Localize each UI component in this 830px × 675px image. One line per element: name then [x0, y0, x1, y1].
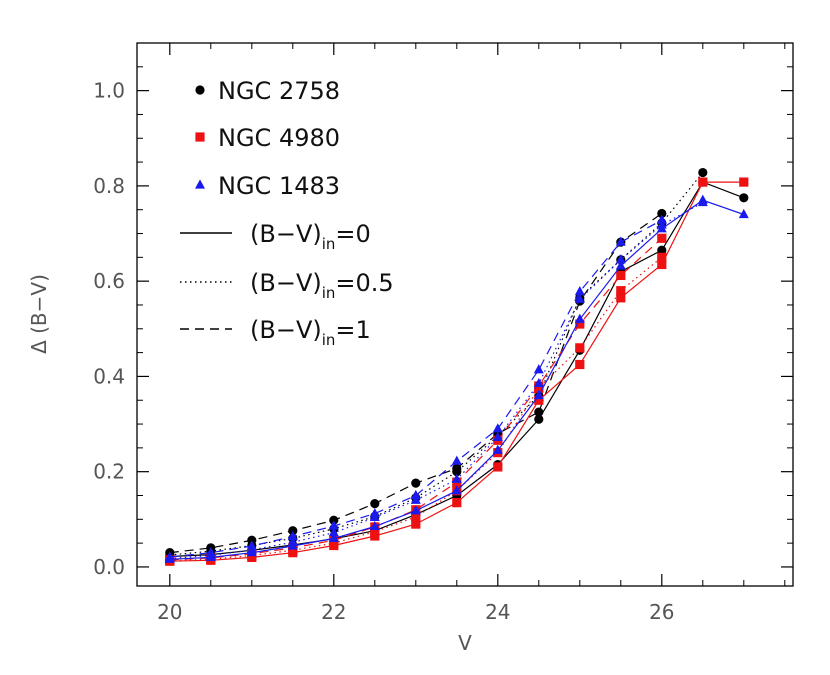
data-point [287, 536, 298, 546]
legend-label: NGC 2758 [218, 77, 340, 105]
x-tick-label: 24 [485, 600, 510, 624]
legend-label: NGC 1483 [218, 172, 340, 200]
data-point [164, 551, 175, 561]
data-point [698, 177, 708, 187]
data-point [657, 233, 667, 243]
axis-ticks: 20 22 24 26 0.0 0.2 0.4 0.6 0.8 1.0 [93, 42, 793, 624]
data-point [493, 462, 503, 472]
data-point [328, 527, 339, 537]
data-point [246, 540, 257, 550]
data-point [370, 498, 380, 509]
y-tick-label: 1.0 [93, 79, 125, 103]
data-point [328, 520, 339, 530]
legend-marker [195, 85, 205, 95]
data-point [615, 236, 626, 246]
legend-label: (B−V)in=0.5 [250, 269, 394, 302]
data-point [534, 395, 544, 405]
data-point [452, 498, 462, 508]
data-point [451, 485, 462, 495]
data-point [615, 260, 626, 270]
data-point [534, 407, 544, 417]
data-point [574, 286, 585, 296]
data-point [411, 512, 421, 522]
y-tick-label: 0.6 [93, 269, 125, 293]
data-point [574, 293, 585, 303]
data-point [329, 515, 339, 525]
data-point [533, 364, 544, 374]
data-point [328, 532, 339, 542]
data-point [492, 444, 503, 454]
data-point [656, 219, 667, 229]
data-point [575, 319, 585, 329]
data-point [738, 208, 749, 219]
legend-label: (B−V)in=1 [250, 316, 371, 349]
x-tick-label: 22 [321, 600, 346, 624]
data-point [657, 259, 667, 270]
data-point [410, 489, 421, 500]
data-point [533, 389, 544, 400]
data-point [615, 254, 626, 264]
y-tick-label: 0.4 [93, 364, 125, 388]
data-point [739, 177, 749, 187]
data-point [451, 455, 462, 465]
data-point [288, 526, 298, 536]
data-point [656, 214, 667, 224]
data-point [369, 520, 380, 531]
data-point [410, 505, 421, 515]
x-tick-label: 20 [157, 600, 182, 624]
data-point [616, 270, 626, 281]
data-point [247, 535, 257, 545]
data-point [575, 343, 585, 353]
data-point [739, 193, 749, 203]
data-point [452, 463, 462, 473]
data-point [574, 313, 585, 323]
y-axis-label: Δ (B−V) [27, 274, 51, 354]
data-point [657, 252, 667, 262]
legend-label: NGC 4980 [218, 124, 340, 152]
y-tick-label: 0.0 [93, 555, 125, 579]
data-point [492, 431, 503, 441]
data-point [533, 377, 544, 388]
y-tick-label: 0.2 [93, 460, 125, 484]
data-point [451, 473, 462, 483]
data-point [411, 478, 421, 488]
data-point [657, 245, 667, 255]
legend-label: (B−V)in=0 [250, 220, 371, 253]
data-point [370, 527, 380, 537]
data-point [287, 530, 298, 541]
x-tick-label: 26 [649, 600, 674, 624]
data-point [697, 196, 708, 207]
data-point [205, 547, 216, 557]
legend: NGC 2758 NGC 4980 NGC 1483 (B−V)in=0 (B−V)in… [180, 77, 394, 349]
plot-frame [136, 42, 794, 587]
data-point [698, 167, 708, 178]
y-tick-label: 0.8 [93, 174, 125, 198]
data-point [411, 519, 421, 529]
legend-marker [195, 179, 205, 189]
series-layer [164, 167, 749, 566]
data-point [534, 414, 544, 424]
legend-marker [195, 132, 205, 142]
data-point [657, 208, 667, 219]
x-axis-label: V [458, 631, 472, 655]
data-point [410, 494, 421, 504]
data-point [369, 508, 380, 518]
data-point [575, 359, 585, 370]
data-point [616, 293, 626, 303]
data-point [492, 423, 503, 433]
data-point [616, 286, 626, 296]
